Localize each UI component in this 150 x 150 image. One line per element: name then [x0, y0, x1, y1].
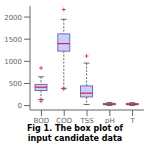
svg-text:1000: 1000: [8, 58, 22, 66]
svg-text:BOD: BOD: [34, 117, 50, 124]
svg-text:pH: pH: [105, 117, 115, 124]
svg-text:T: T: [129, 117, 135, 124]
svg-text:COD: COD: [56, 117, 72, 124]
svg-text:TSS: TSS: [79, 117, 94, 124]
svg-text:0: 0: [18, 102, 22, 110]
svg-text:1500: 1500: [8, 36, 22, 44]
html-text:Fig 1. The box plot of input c: Fig 1. The box plot of input candidate d…: [26, 124, 124, 143]
svg-text:2000: 2000: [8, 14, 22, 22]
svg-text:500: 500: [9, 80, 22, 88]
